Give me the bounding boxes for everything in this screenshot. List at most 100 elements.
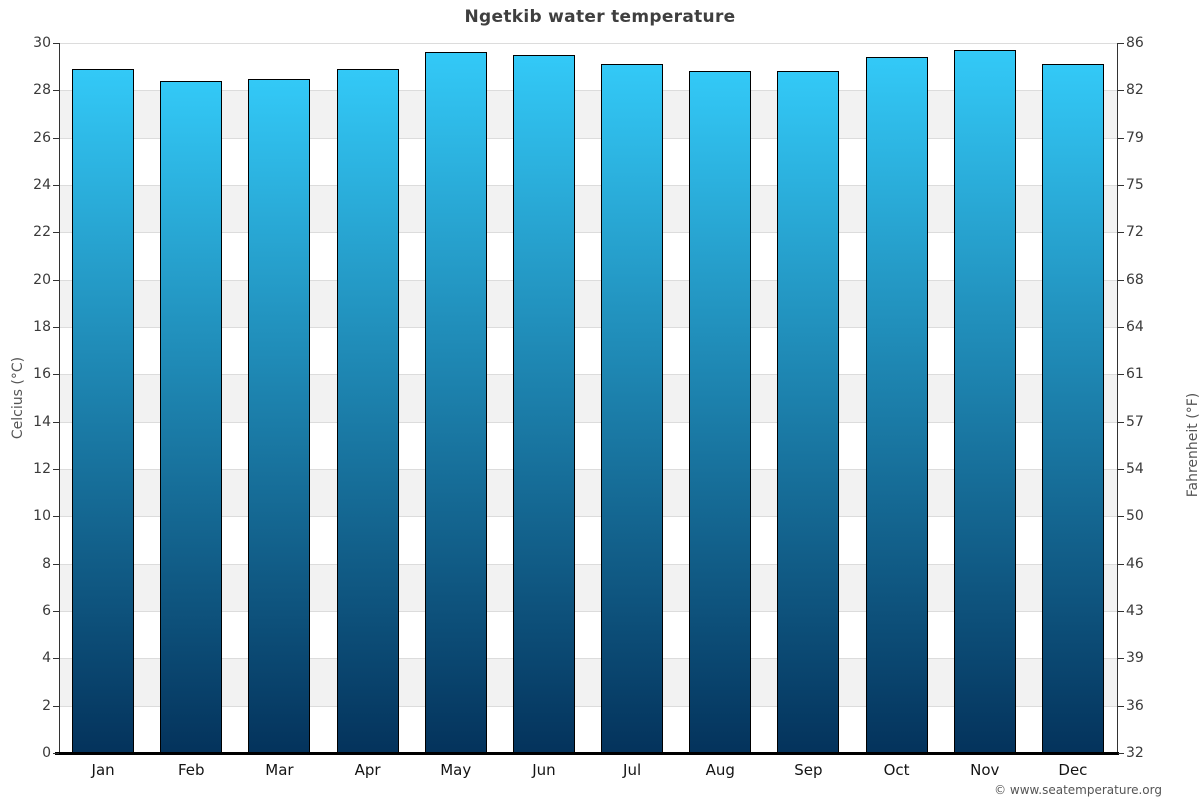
y-tick-label-fahrenheit-79: 79 [1126,129,1144,146]
x-tick-label-apr: Apr [354,761,381,779]
y-tick-label-fahrenheit-72: 72 [1126,224,1144,241]
y-tick-mark-left [53,327,59,328]
x-tick-label-aug: Aug [705,761,735,779]
bar-feb [160,80,223,753]
y-tick-label-celsius-8: 8 [42,555,51,572]
y-tick-label-celsius-22: 22 [33,224,51,241]
y-tick-label-fahrenheit-50: 50 [1126,508,1144,525]
plot-band [59,563,1117,611]
y-tick-label-fahrenheit-39: 39 [1126,650,1144,667]
y-tick-label-fahrenheit-64: 64 [1126,319,1144,335]
x-tick-label-nov: Nov [970,761,1000,779]
y-tick-label-fahrenheit-54: 54 [1126,461,1144,477]
x-tick-label-jan: Jan [91,761,115,779]
y-tick-mark-right [1118,611,1124,612]
plot-band [59,705,1117,753]
y-tick-mark-left [53,279,59,281]
gridline-2 [59,705,1117,707]
y-tick-mark-right [1118,469,1124,470]
plot-band [59,90,1117,138]
plot-band [59,232,1117,280]
copyright-text: © www.seatemperature.org [994,783,1162,797]
bar-jan [72,69,135,753]
y-tick-label-celsius-4: 4 [42,650,51,667]
x-tick-label-mar: Mar [265,761,294,779]
plot-band [59,137,1117,185]
plot-band [59,279,1117,327]
y-tick-mark-left [53,469,59,470]
y-tick-label-celsius-24: 24 [33,177,51,193]
y-tick-mark-right [1118,185,1124,186]
gridline-10 [59,516,1117,518]
x-tick-label-may: May [440,761,472,779]
gridline-24 [59,185,1117,186]
gridline-26 [59,137,1117,139]
y-tick-label-fahrenheit-68: 68 [1126,271,1144,288]
y-tick-mark-right [1118,327,1124,328]
y-tick-mark-left [53,374,59,376]
y-tick-label-celsius-16: 16 [33,366,51,383]
y-tick-label-fahrenheit-36: 36 [1126,697,1144,714]
y-tick-label-fahrenheit-43: 43 [1126,603,1144,619]
gridline-4 [59,658,1117,660]
y-tick-label-celsius-6: 6 [42,603,51,619]
y-tick-label-celsius-28: 28 [33,82,51,99]
y-tick-mark-right [1118,43,1124,44]
bar-nov [953,50,1016,753]
y-tick-label-celsius-0: 0 [42,745,51,761]
y-tick-mark-right [1118,421,1124,423]
y-tick-label-fahrenheit-46: 46 [1126,555,1144,572]
y-tick-mark-left [53,563,59,565]
plot-area [59,43,1117,753]
y-tick-label-fahrenheit-57: 57 [1126,413,1144,430]
gridline-18 [59,327,1117,328]
plot-band [59,43,1117,91]
gridline-20 [59,279,1117,281]
chart-title: Ngetkib water temperature [464,7,736,27]
x-tick-label-dec: Dec [1058,761,1088,779]
y-tick-label-fahrenheit-32: 32 [1126,745,1144,761]
y-tick-label-celsius-30: 30 [33,35,51,51]
y-tick-mark-left [53,232,59,234]
y-tick-label-celsius-10: 10 [33,508,51,525]
gridline-22 [59,232,1117,234]
y-tick-mark-right [1118,137,1124,139]
plot-band [59,421,1117,469]
bar-dec [1041,64,1104,753]
plot-band [59,374,1117,422]
plot-band [59,469,1117,517]
y-axis-title-celsius: Celcius (°C) [10,356,26,440]
y-axis-line-left [59,43,60,753]
x-tick-label-sep: Sep [794,761,823,779]
bar-oct [865,57,928,753]
gridline-8 [59,563,1117,565]
x-tick-label-oct: Oct [883,761,910,779]
y-tick-mark-left [53,611,59,612]
y-tick-label-celsius-20: 20 [33,271,51,288]
plot-band [59,327,1117,375]
y-tick-label-fahrenheit-86: 86 [1126,35,1144,51]
bar-apr [336,69,399,753]
plot-band [59,185,1117,233]
gridline-30 [59,43,1117,44]
x-tick-label-jun: Jun [532,761,556,779]
y-tick-mark-left [53,421,59,423]
y-tick-label-fahrenheit-75: 75 [1126,177,1144,193]
y-tick-mark-left [53,90,59,92]
y-tick-label-celsius-14: 14 [33,413,51,430]
bar-mar [248,78,311,753]
y-tick-label-fahrenheit-82: 82 [1126,82,1144,99]
y-tick-mark-left [53,516,59,518]
y-tick-mark-left [53,137,59,139]
y-tick-mark-left [53,658,59,660]
y-tick-mark-right [1118,658,1124,660]
bar-jul [601,64,664,753]
bar-aug [689,71,752,753]
gridline-12 [59,469,1117,470]
plot-band [59,516,1117,564]
y-tick-label-celsius-26: 26 [33,129,51,146]
y-tick-mark-left [53,753,59,754]
plot-band [59,658,1117,706]
gridline-16 [59,374,1117,376]
